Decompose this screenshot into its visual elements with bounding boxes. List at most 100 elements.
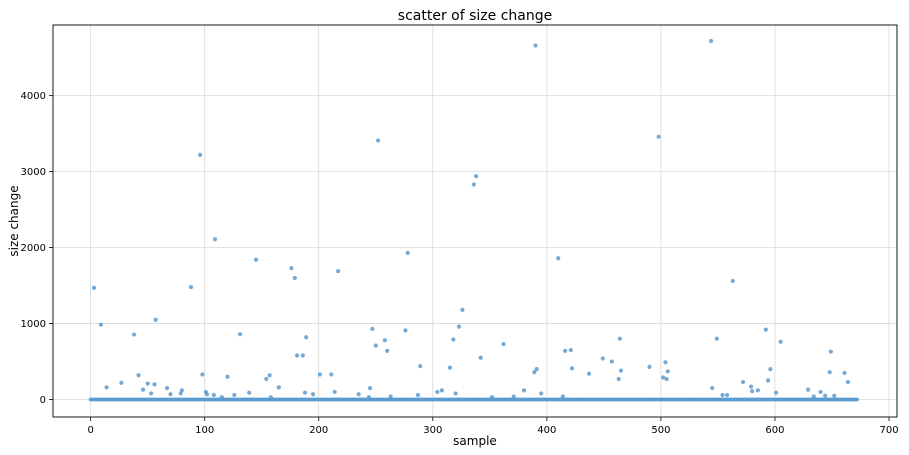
plot-frame — [53, 25, 897, 417]
scatter-point — [460, 308, 464, 312]
scatter-point — [501, 342, 505, 346]
scatter-point — [295, 353, 299, 357]
scatter-point — [448, 366, 452, 370]
scatter-point — [665, 377, 669, 381]
scatter-point — [301, 353, 305, 357]
scatter-point — [617, 377, 621, 381]
scatter-point — [105, 385, 109, 389]
scatter-point — [749, 385, 753, 389]
scatter-point — [220, 395, 224, 399]
x-tick-label: 500 — [651, 425, 670, 436]
scatter-point — [779, 340, 783, 344]
scatter-point — [92, 286, 96, 290]
scatter-point — [774, 391, 778, 395]
scatter-point — [846, 380, 850, 384]
scatter-point — [474, 174, 478, 178]
scatter-point — [522, 388, 526, 392]
x-tick-label: 700 — [879, 425, 898, 436]
scatter-point-baseline — [855, 398, 859, 402]
y-tick-label: 2000 — [21, 243, 46, 254]
scatter-point — [406, 251, 410, 255]
scatter-point — [318, 372, 322, 376]
scatter-point — [336, 269, 340, 273]
scatter-point — [764, 328, 768, 332]
scatter-point — [768, 367, 772, 371]
scatter-point — [132, 332, 136, 336]
scatter-point — [154, 318, 158, 322]
scatter-point — [357, 392, 361, 396]
scatter-point — [720, 393, 724, 397]
scatter-point — [479, 356, 483, 360]
scatter-point — [766, 378, 770, 382]
chart-title: scatter of size change — [398, 8, 552, 24]
scatter-point — [304, 335, 308, 339]
scatter-point — [512, 394, 516, 398]
scatter-point — [311, 392, 315, 396]
scatter-point — [828, 370, 832, 374]
scatter-point — [829, 350, 833, 354]
scatter-point — [418, 364, 422, 368]
x-tick-label: 400 — [537, 425, 556, 436]
ticks-layer: 0 100 200 300 400 500 600 700 0 1000 2000 3000 4000 — [21, 91, 899, 436]
scatter-point — [842, 371, 846, 375]
scatter-point — [472, 182, 476, 186]
scatter-point — [370, 327, 374, 331]
scatter-point — [268, 373, 272, 377]
scatter-point — [99, 323, 103, 327]
scatter-point — [561, 394, 565, 398]
scatter-point — [374, 343, 378, 347]
scatter-point — [200, 372, 204, 376]
points-layer — [89, 39, 859, 402]
scatter-point — [165, 386, 169, 390]
y-tick-label: 1000 — [21, 319, 46, 330]
scatter-point — [168, 392, 172, 396]
scatter-point — [534, 367, 538, 371]
scatter-point — [146, 381, 150, 385]
scatter-point — [709, 39, 713, 43]
x-axis-label: sample — [453, 434, 497, 448]
scatter-point — [533, 43, 537, 47]
scatter-point — [403, 328, 407, 332]
scatter-point — [368, 386, 372, 390]
scatter-point — [832, 394, 836, 398]
scatter-point — [663, 360, 667, 364]
scatter-point — [715, 337, 719, 341]
scatter-point — [750, 389, 754, 393]
scatter-point — [618, 337, 622, 341]
scatter-point — [333, 390, 337, 394]
scatter-point — [293, 276, 297, 280]
scatter-point — [440, 388, 444, 392]
scatter-point — [225, 375, 229, 379]
scatter-point — [587, 372, 591, 376]
scatter-point — [213, 237, 217, 241]
scatter-point — [383, 338, 387, 342]
scatter-point — [119, 381, 123, 385]
scatter-point — [149, 391, 153, 395]
scatter-point — [136, 373, 140, 377]
scatter-point — [818, 390, 822, 394]
scatter-point — [385, 349, 389, 353]
scatter-point — [731, 279, 735, 283]
scatter-point — [570, 366, 574, 370]
scatter-point — [563, 349, 567, 353]
x-tick-label: 300 — [423, 425, 442, 436]
scatter-point — [451, 337, 455, 341]
x-tick-label: 100 — [195, 425, 214, 436]
y-tick-label: 0 — [40, 395, 46, 406]
scatter-point — [490, 395, 494, 399]
scatter-point — [277, 385, 281, 389]
scatter-point — [269, 395, 273, 399]
scatter-point — [212, 393, 216, 397]
y-tick-label: 4000 — [21, 91, 46, 102]
scatter-point — [289, 266, 293, 270]
scatter-point — [647, 365, 651, 369]
grid-layer — [53, 25, 897, 417]
scatter-point — [152, 382, 156, 386]
scatter-point — [806, 388, 810, 392]
scatter-point — [710, 386, 714, 390]
scatter-point — [198, 153, 202, 157]
y-tick-label: 3000 — [21, 167, 46, 178]
scatter-point — [610, 359, 614, 363]
scatter-point — [756, 388, 760, 392]
